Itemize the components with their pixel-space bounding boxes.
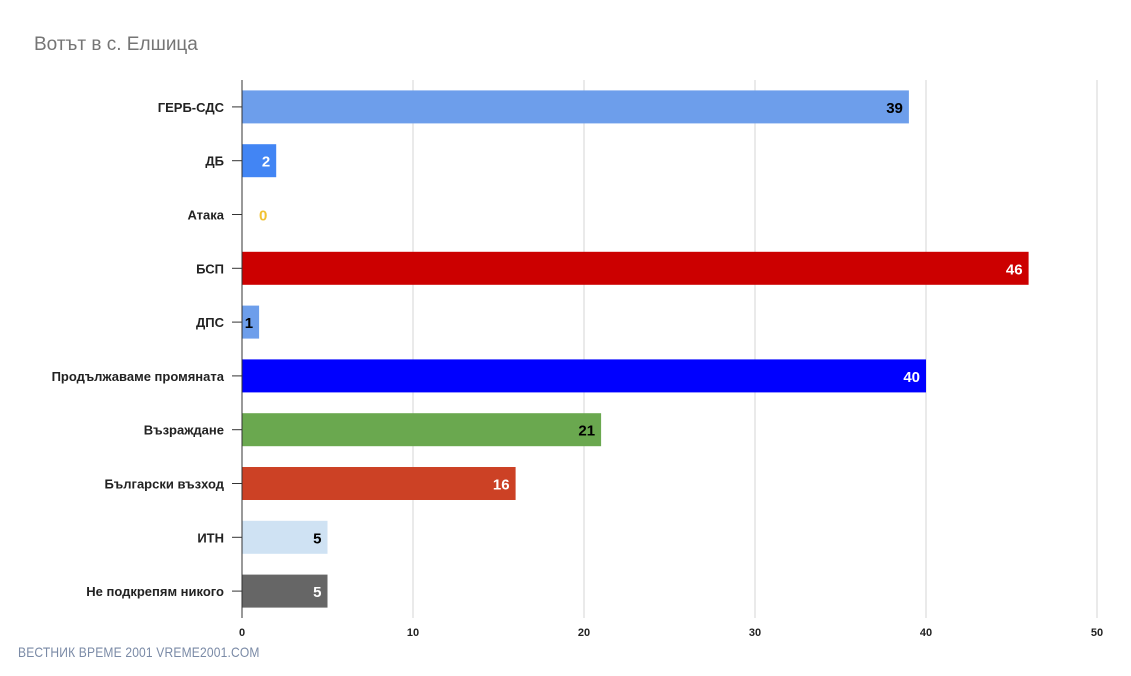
- data-label: 16: [493, 477, 510, 494]
- x-tick-label: 20: [578, 627, 590, 639]
- category-label: Български възход: [104, 477, 224, 492]
- data-label: 0: [259, 208, 267, 225]
- category-label: ГЕРБ-СДС: [158, 100, 225, 115]
- category-label: Продължаваме промяната: [52, 369, 225, 384]
- data-label: 40: [903, 369, 920, 386]
- category-label: БСП: [196, 261, 224, 276]
- data-label: 5: [313, 530, 321, 547]
- bar: [242, 251, 1029, 285]
- category-label: Атака: [187, 208, 224, 223]
- gridlines: [412, 80, 1098, 618]
- bar: [242, 305, 260, 339]
- data-label: 39: [886, 100, 903, 117]
- watermark: ВЕСТНИК ВРЕМЕ 2001 VREME2001.COM: [18, 644, 260, 660]
- x-tick-label: 40: [920, 627, 932, 639]
- chart-title: Вотът в с. Елшица: [34, 34, 198, 55]
- data-label: 2: [262, 154, 270, 171]
- bar: [242, 144, 277, 178]
- category-label: ДБ: [205, 154, 224, 169]
- data-label: 46: [1006, 261, 1023, 278]
- bar: [242, 574, 328, 608]
- data-label: 21: [578, 423, 595, 440]
- bar: [242, 359, 926, 393]
- bar: [242, 90, 909, 124]
- category-label: ИТН: [197, 530, 224, 545]
- bars: [242, 90, 1029, 608]
- category-label: ДПС: [196, 315, 225, 330]
- data-label: 5: [313, 584, 321, 601]
- category-label: Възраждане: [144, 423, 224, 438]
- x-tick-label: 10: [407, 627, 419, 639]
- bar: [242, 467, 516, 500]
- data-label: 1: [245, 315, 253, 332]
- x-tick-label: 50: [1091, 627, 1103, 639]
- x-tick-label: 30: [749, 627, 761, 639]
- x-tick-label: 0: [239, 627, 245, 639]
- bar: [242, 520, 328, 554]
- labels: 0 10 20 30 40 50 ГЕРБ-СДС 39 ДБ 2 Атака 0 БСП 46 ДПС 1 П…: [52, 100, 1104, 639]
- bar: [242, 413, 602, 447]
- axes: [232, 80, 243, 618]
- category-label: Не подкрепям никого: [86, 584, 224, 599]
